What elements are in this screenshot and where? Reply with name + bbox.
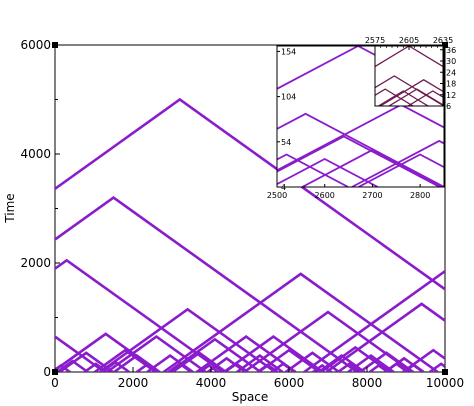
inset1-x-tick-label: 2500 — [267, 191, 287, 200]
main-x-tick-label: 10000 — [426, 376, 464, 390]
inset2-tent-3 — [375, 88, 414, 106]
main-y-tick-label: 0 — [43, 365, 51, 379]
main-tent-11 — [168, 337, 262, 372]
inset1-y-tick-label: 4 — [281, 183, 286, 192]
inset2-x-tick-label: 2635 — [433, 36, 453, 45]
main-tent-group — [55, 97, 445, 372]
main-tent-34 — [167, 362, 192, 372]
main-tent-33 — [135, 363, 158, 372]
main-tent-8 — [55, 335, 106, 372]
inset2-y-tick-label: 24 — [446, 68, 456, 77]
main-tent-40 — [337, 362, 362, 372]
inset1-frame — [276, 45, 445, 188]
main-tent-44 — [428, 362, 445, 372]
main-tent-1 — [55, 196, 358, 372]
inset2-tent-2 — [379, 79, 443, 106]
main-tent-27 — [359, 351, 414, 372]
main-tent-36 — [224, 362, 249, 372]
inset2-x-tick-label: 2605 — [399, 36, 419, 45]
inset2-y-tick-label: 12 — [446, 91, 456, 100]
inset2-tent-group — [375, 46, 443, 106]
main-y-tick-label: 6000 — [20, 38, 51, 52]
main-tent-7 — [243, 310, 413, 372]
inset1-y-tick-label: 54 — [281, 138, 291, 147]
corner-marker-bottom-left — [52, 369, 58, 375]
inset2-y-tick-label: 18 — [446, 80, 456, 89]
main-axes: 0 2000 4000 6000 8000 10000 0 2000 4000 6000 — [20, 38, 464, 390]
main-tent-39 — [312, 363, 333, 372]
inset1-tent-3 — [277, 135, 441, 187]
main-tent-35 — [199, 363, 219, 372]
inset1-x-tick-label: 2600 — [315, 191, 335, 200]
main-tent-13 — [223, 335, 324, 372]
inset2-tent-4 — [378, 90, 429, 106]
main-tent-43 — [403, 363, 425, 372]
main-tent-3 — [162, 272, 439, 372]
main-tent-26 — [347, 353, 395, 372]
main-tent-24 — [284, 351, 340, 372]
y-axis-title: Time — [3, 193, 17, 223]
main-tent-4 — [303, 269, 445, 372]
inset1-plot-marks — [277, 46, 444, 187]
inset2-background — [375, 46, 443, 106]
main-tent-38 — [270, 362, 296, 372]
inset1-tent-7 — [277, 157, 379, 187]
inset1-tent-4 — [351, 139, 444, 187]
main-x-tick-label: 0 — [51, 376, 59, 390]
main-tent-14 — [320, 345, 391, 372]
main-x-tick-label: 2000 — [118, 376, 149, 390]
main-x-tick-label: 6000 — [274, 376, 305, 390]
inset1-y-tick-label: 104 — [281, 93, 296, 102]
inset1-tent-group — [277, 46, 444, 187]
main-tent-12 — [195, 335, 297, 372]
inset2-axes: 2575 2605 2635 6 12 18 24 30 36 — [365, 36, 456, 111]
main-x-tick-label: 4000 — [196, 376, 227, 390]
main-tent-2 — [55, 258, 224, 372]
inset1-x-tick-label: 2700 — [362, 191, 382, 200]
corner-marker-bottom-right — [442, 369, 448, 375]
main-tent-32 — [100, 360, 130, 372]
main-plot-marks — [55, 97, 445, 372]
main-y-tick-label: 4000 — [20, 147, 51, 161]
inset1-tent-5 — [277, 153, 349, 187]
main-y-tick-label: 2000 — [20, 256, 51, 270]
inset1-y-tick-label: 154 — [281, 47, 296, 56]
corner-marker-top-left — [52, 42, 58, 48]
inset1-tent-8 — [358, 153, 444, 187]
corner-marker-top-right — [442, 42, 448, 48]
main-tent-0 — [55, 97, 445, 291]
inset2-y-tick-label: 6 — [446, 102, 451, 111]
inset2-y-tick-label: 30 — [446, 57, 456, 66]
x-axis-title: Space — [232, 390, 269, 404]
inset2-x-tick-label: 2575 — [365, 36, 385, 45]
inset1-tent-6 — [301, 148, 444, 187]
inset2-y-tick-label: 36 — [446, 46, 456, 55]
main-tent-30 — [55, 363, 71, 372]
main-tent-22 — [236, 353, 284, 372]
main-tent-42 — [384, 362, 409, 372]
main-x-tick-label: 8000 — [352, 376, 383, 390]
inset1-axes: 2500 2600 2700 2800 4 54 104 154 — [267, 47, 431, 200]
inset1-x-tick-label: 2800 — [410, 191, 430, 200]
inset2-tent-6 — [407, 90, 443, 106]
inset2-tent-5 — [388, 88, 443, 106]
main-tent-41 — [368, 363, 389, 372]
inset2-plot-marks — [375, 46, 443, 106]
